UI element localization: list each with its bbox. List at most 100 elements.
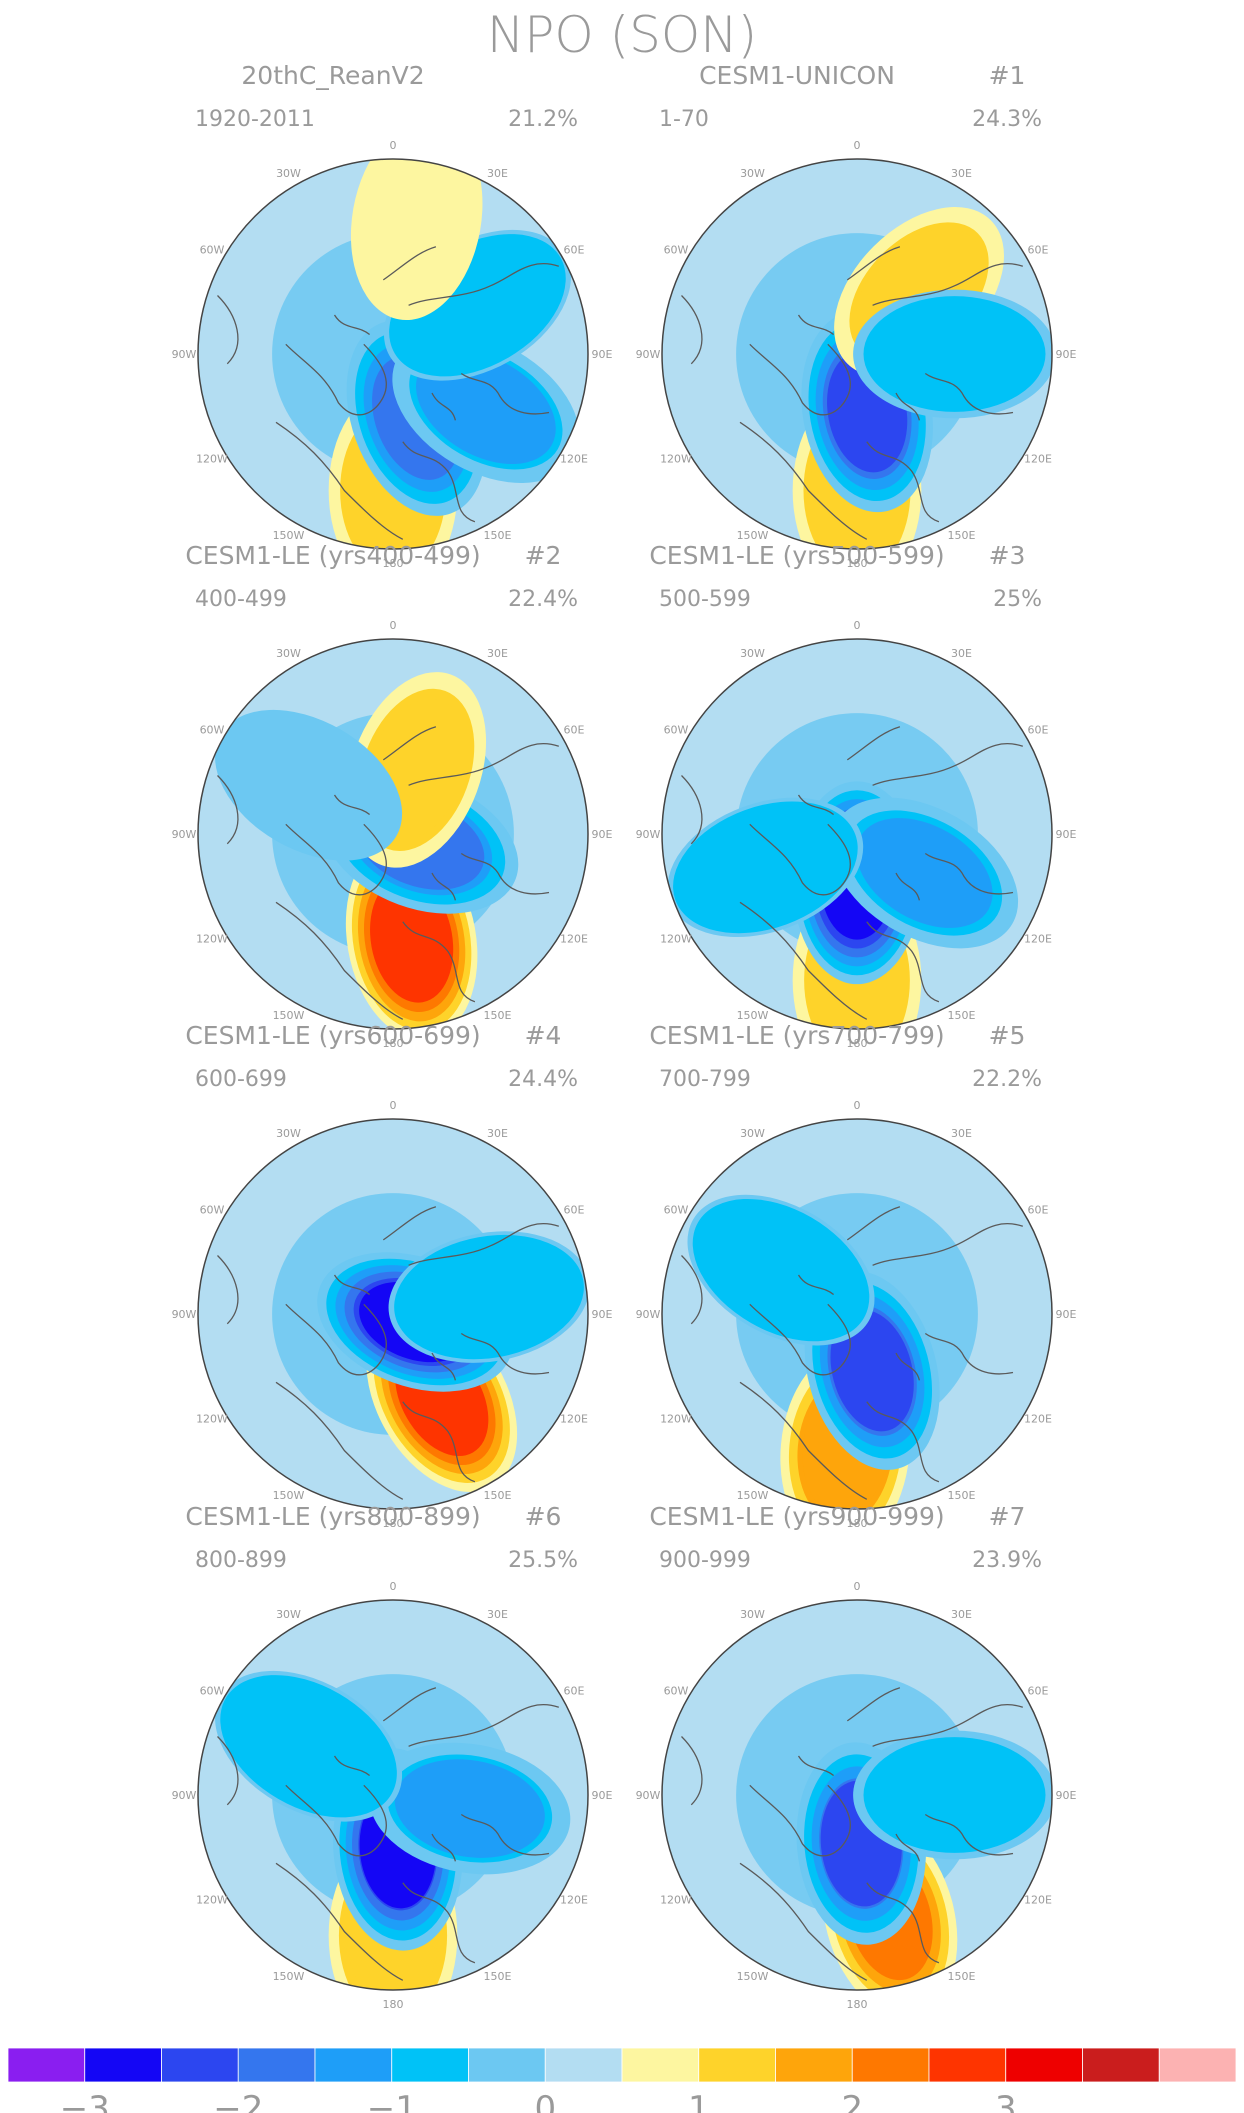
- longitude-label: 30W: [740, 1127, 765, 1140]
- panel-title: 20thC_ReanV2: [241, 61, 424, 90]
- coastline: [872, 262, 1024, 306]
- coastline: [275, 1381, 404, 1500]
- longitude-label: 120E: [560, 1894, 588, 1907]
- longitude-label: 150E: [948, 1009, 976, 1022]
- coastlines: [217, 1206, 560, 1500]
- longitude-label: 90W: [636, 1308, 661, 1321]
- coastline: [797, 314, 835, 336]
- panel-variance: 24.3%: [972, 107, 1042, 132]
- coastline: [460, 1332, 550, 1375]
- longitude-label: 150W: [273, 529, 305, 542]
- coastline: [846, 246, 901, 281]
- longitude-label: 60E: [1028, 724, 1049, 737]
- longitude-label: 150W: [273, 1009, 305, 1022]
- longitude-label: 150E: [948, 1489, 976, 1502]
- coastline: [681, 775, 703, 845]
- longitude-label: 90W: [172, 828, 197, 841]
- anomaly-field: [736, 1674, 1052, 1990]
- coastline: [460, 852, 550, 895]
- colorbar-swatch: [7, 2047, 86, 2083]
- anomaly-contour: [863, 296, 1046, 412]
- colorbar-swatch: [161, 2047, 239, 2083]
- panel-number: #5: [989, 1021, 1026, 1050]
- colorbar-swatch: [1005, 2047, 1083, 2083]
- map-panels: 180 150E 120E 90E 60E 30E 0 30W 60W 90W 120W 150W 20…: [172, 61, 1077, 2011]
- longitude-label: 90W: [636, 1789, 661, 1802]
- map-panel: 180150E120E90E60E30E030W60W90W120W150WCE…: [172, 1502, 613, 2011]
- anomaly-field: [215, 1670, 571, 1990]
- longitude-label: 30E: [487, 1127, 508, 1140]
- coastline: [431, 392, 457, 421]
- colorbar-swatch: [775, 2047, 853, 2083]
- colorbar-swatch: [84, 2047, 162, 2083]
- anomaly-contour: [673, 801, 858, 934]
- longitude-label: 30E: [951, 1127, 972, 1140]
- coastlines: [217, 726, 560, 1020]
- coastline: [749, 343, 851, 416]
- map-panel: 180150E120E90E60E30E030W60W90W120W150WCE…: [172, 541, 613, 1050]
- longitude-label: 0: [390, 1099, 397, 1112]
- coastline: [431, 1833, 457, 1862]
- coastline: [431, 1352, 457, 1381]
- colorbar-swatch: [698, 2047, 776, 2083]
- longitude-label: 150W: [273, 1970, 305, 1983]
- coastline: [681, 1736, 703, 1806]
- panel-title: CESM1-LE (yrs400-499): [185, 541, 480, 570]
- longitude-label: 150E: [484, 1489, 512, 1502]
- longitude-label: 90W: [172, 1789, 197, 1802]
- panel-years: 800-899: [195, 1548, 287, 1573]
- coastline: [333, 314, 371, 336]
- coastline: [285, 343, 387, 416]
- coastline: [217, 1736, 239, 1806]
- panel-title: CESM1-LE (yrs500-599): [649, 541, 944, 570]
- coastline: [275, 1862, 404, 1981]
- coastline: [408, 1703, 560, 1747]
- anomaly-contour: [692, 1198, 870, 1342]
- longitude-label: 60W: [200, 1685, 225, 1698]
- longitude-label: 90E: [1056, 828, 1077, 841]
- coastline: [739, 421, 868, 540]
- longitude-label: 90W: [172, 348, 197, 361]
- colorbar-tick-label: 3: [995, 2089, 1017, 2113]
- longitude-label: 60W: [200, 1204, 225, 1217]
- longitude-label: 150W: [737, 1489, 769, 1502]
- longitude-label: 150W: [273, 1489, 305, 1502]
- colorbar-swatch: [237, 2047, 316, 2083]
- map-boundary: [661, 1118, 1053, 1510]
- coastline: [217, 295, 239, 365]
- longitude-label: 90E: [592, 348, 613, 361]
- panel-variance: 22.2%: [972, 1067, 1042, 1092]
- longitude-label: 0: [854, 619, 861, 632]
- coastline: [924, 1813, 1014, 1856]
- coastline: [846, 726, 901, 761]
- panel-years: 500-599: [659, 587, 751, 612]
- longitude-label: 60W: [664, 244, 689, 257]
- longitude-label: 0: [390, 1580, 397, 1593]
- colorbar-swatch: [391, 2047, 469, 2083]
- colorbar-swatch: [1158, 2047, 1237, 2083]
- longitude-label: 60E: [564, 724, 585, 737]
- panel-variance: 23.9%: [972, 1548, 1042, 1573]
- longitude-label: 180: [383, 1998, 404, 2011]
- coastline: [285, 823, 387, 896]
- longitude-label: 150E: [484, 1970, 512, 1983]
- coastlines: [217, 1687, 560, 1981]
- coastline: [872, 1703, 1024, 1747]
- longitude-label: 120W: [196, 933, 228, 946]
- longitude-label: 90E: [1056, 348, 1077, 361]
- longitude-label: 0: [854, 1099, 861, 1112]
- longitude-label: 150W: [737, 1970, 769, 1983]
- panel-years: 600-699: [195, 1067, 287, 1092]
- coastline: [797, 1274, 835, 1296]
- coastlines: [681, 1687, 1024, 1981]
- coastline: [895, 872, 921, 901]
- anomaly-contour: [215, 709, 403, 861]
- longitude-label: 120W: [660, 933, 692, 946]
- coastline: [866, 921, 940, 1003]
- map-boundary: [197, 1599, 589, 1991]
- longitude-label: 60W: [664, 1204, 689, 1217]
- colorbar-swatch: [621, 2047, 700, 2083]
- map-boundary: [661, 158, 1053, 550]
- coastline: [749, 1784, 851, 1857]
